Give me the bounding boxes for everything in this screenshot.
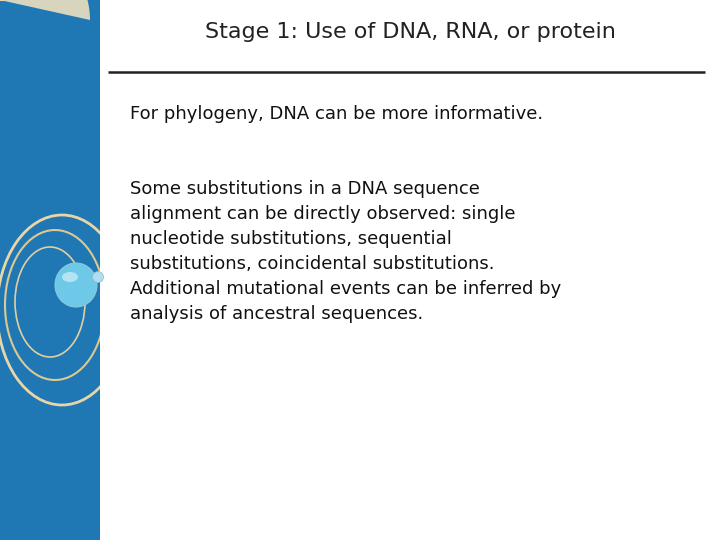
Bar: [0, 0, 100, 540]
Ellipse shape: [62, 272, 78, 282]
Text: Stage 1: Use of DNA, RNA, or protein: Stage 1: Use of DNA, RNA, or protein: [204, 22, 616, 42]
Text: For phylogeny, DNA can be more informative.: For phylogeny, DNA can be more informati…: [130, 105, 543, 123]
Polygon shape: [0, 0, 90, 20]
Bar: [0, 0, 100, 540]
Ellipse shape: [92, 272, 104, 282]
Ellipse shape: [55, 263, 97, 307]
Text: Some substitutions in a DNA sequence
alignment can be directly observed: single
: Some substitutions in a DNA sequence ali…: [130, 180, 562, 323]
